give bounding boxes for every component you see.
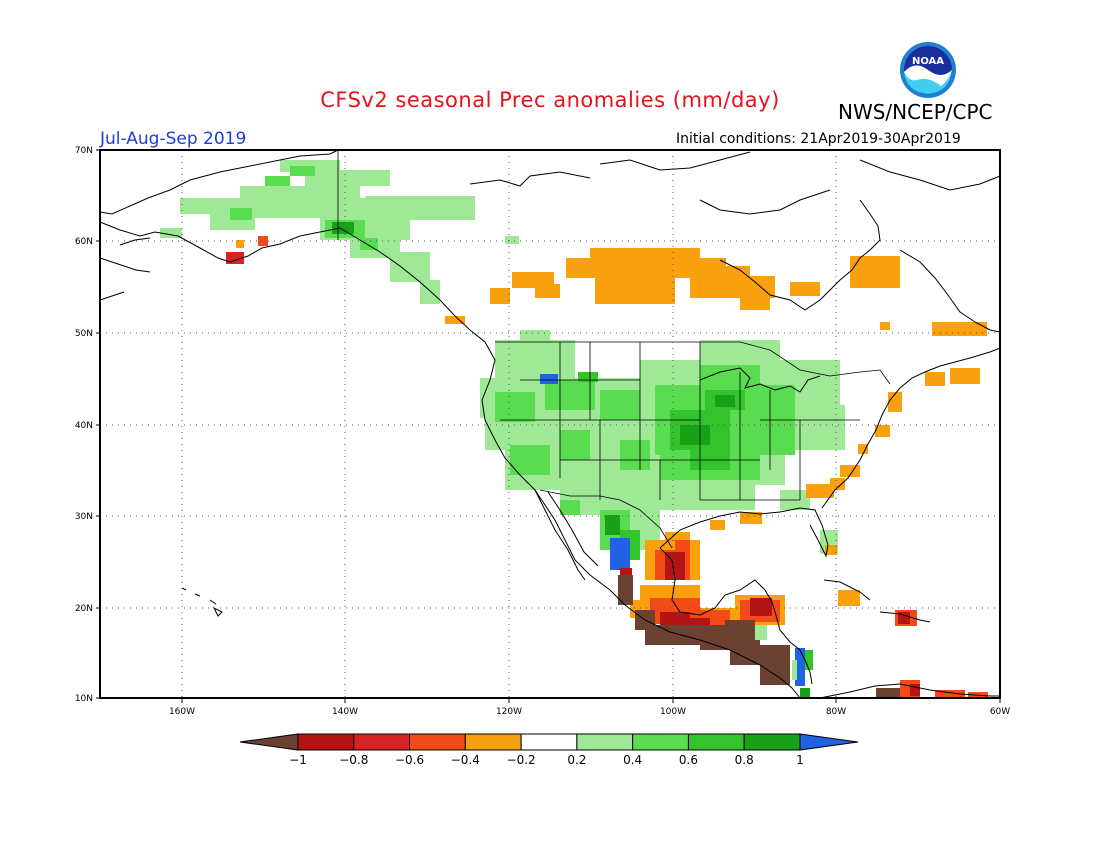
noaa-logo-icon: NOAA	[900, 42, 956, 98]
colorbar-labels: −1 −0.8 −0.6 −0.4 −0.2 0.2 0.4 0.6 0.8 1	[289, 753, 804, 767]
colorbar-tick-label: 0.8	[735, 753, 754, 767]
colorbar-tick-label: 1	[796, 753, 804, 767]
lat-label-60n: 60N	[75, 237, 93, 247]
political-borders	[337, 150, 891, 549]
colorbar-box	[464, 733, 522, 751]
colorbar-tick-label: −1	[289, 753, 307, 767]
colorbar-tick-label: −0.6	[395, 753, 424, 767]
initial-conditions-label: Initial conditions: 21Apr2019-30Apr2019	[676, 131, 961, 147]
lon-label-60w: 60W	[990, 707, 1010, 717]
lat-label-10n: 10N	[75, 694, 93, 704]
graticule	[100, 150, 1000, 698]
lon-label-120w: 120W	[496, 707, 522, 717]
colorbar-box	[520, 733, 578, 751]
lat-label-40n: 40N	[75, 421, 93, 431]
colorbar-tick-label: −0.2	[507, 753, 536, 767]
org-label: NWS/NCEP/CPC	[838, 100, 993, 124]
lat-label-50n: 50N	[75, 329, 93, 339]
lon-label-140w: 140W	[332, 707, 358, 717]
colorbar-box	[409, 733, 466, 751]
axis-ticks	[96, 149, 1001, 703]
colorbar-tick-label: 0.2	[567, 753, 586, 767]
lat-label-70n: 70N	[75, 146, 93, 156]
anomaly-shading	[160, 160, 988, 698]
colorbar-arrow-high	[799, 733, 859, 751]
colorbar-tick-label: 0.6	[679, 753, 698, 767]
colorbar-box	[353, 733, 411, 751]
colorbar-tick-label: −0.8	[339, 753, 368, 767]
map-frame	[99, 149, 1001, 699]
colorbar-tick-label: −0.4	[451, 753, 480, 767]
noaa-logo-text: NOAA	[912, 56, 944, 67]
map-title: CFSv2 seasonal Prec anomalies (mm/day)	[320, 88, 780, 112]
colorbar-box	[743, 733, 801, 751]
lon-label-80w: 80W	[826, 707, 846, 717]
lon-label-100w: 100W	[660, 707, 686, 717]
coastlines	[99, 149, 1001, 699]
lat-label-20n: 20N	[75, 604, 93, 614]
colorbar-segments	[239, 733, 859, 751]
colorbar-box	[576, 733, 634, 751]
lon-label-160w: 160W	[169, 707, 195, 717]
colorbar-tick-label: 0.4	[623, 753, 642, 767]
season-label: Jul-Aug-Sep 2019	[100, 129, 247, 149]
colorbar-arrow-low	[239, 733, 299, 751]
colorbar-box	[297, 733, 355, 751]
lat-label-30n: 30N	[75, 512, 93, 522]
colorbar-box	[687, 733, 745, 751]
colorbar-box	[632, 733, 689, 751]
